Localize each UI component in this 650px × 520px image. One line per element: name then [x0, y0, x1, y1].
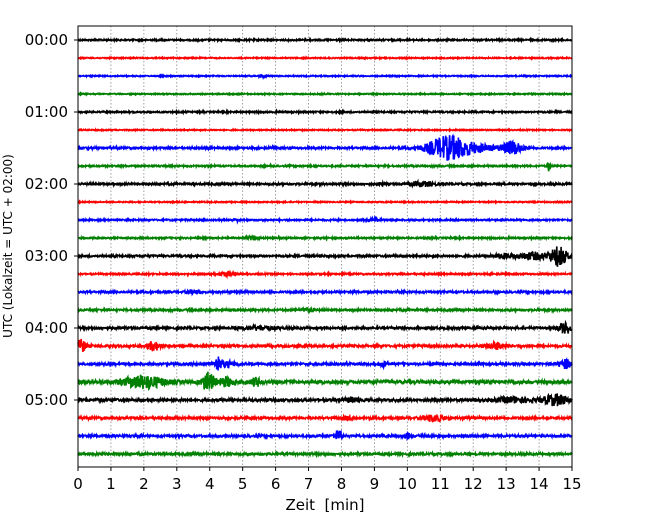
trace-0345 — [77, 305, 573, 315]
x-tick-label: 5 — [238, 475, 248, 493]
trace-0445 — [77, 371, 573, 392]
x-tick-label: 1 — [106, 475, 116, 493]
trace-0300 — [77, 246, 573, 267]
trace-0130 — [77, 133, 573, 161]
x-tick-label: 8 — [337, 475, 347, 493]
trace-0145 — [77, 161, 573, 172]
x-tick-label: 10 — [398, 475, 417, 493]
x-tick-label: 3 — [172, 475, 182, 493]
trace-0415 — [77, 338, 573, 352]
x-axis: 0 1 2 3 4 5 6 7 8 9 10 11 12 13 14 15 — [73, 467, 582, 493]
trace-0230 — [77, 215, 573, 225]
trace-0215 — [77, 199, 573, 205]
x-tick-label: 13 — [497, 475, 516, 493]
trace-0045 — [77, 91, 573, 97]
seismic-traces — [77, 36, 573, 459]
y-tick-label: 01:00 — [25, 103, 68, 121]
x-tick-label: 2 — [139, 475, 149, 493]
y-axis: 00:00 01:00 02:00 03:00 04:00 05:00 — [25, 31, 78, 409]
trace-0315 — [77, 269, 573, 280]
trace-0430 — [77, 356, 573, 371]
y-tick-label: 00:00 — [25, 31, 68, 49]
x-tick-label: 14 — [530, 475, 549, 493]
x-tick-label: 15 — [562, 475, 581, 493]
x-tick-label: 12 — [464, 475, 483, 493]
y-tick-label: 03:00 — [25, 247, 68, 265]
trace-0545 — [77, 449, 573, 459]
x-tick-label: 11 — [431, 475, 450, 493]
y-tick-label: 05:00 — [25, 391, 68, 409]
x-tick-label: 9 — [370, 475, 380, 493]
trace-0530 — [77, 429, 573, 442]
y-tick-label: 02:00 — [25, 175, 68, 193]
x-tick-label: 6 — [271, 475, 281, 493]
trace-0500 — [77, 392, 573, 407]
trace-0515 — [77, 413, 573, 423]
trace-0330 — [77, 288, 573, 297]
plot-frame — [77, 25, 573, 468]
y-tick-label: 04:00 — [25, 319, 68, 337]
trace-0100 — [77, 108, 573, 116]
trace-0115 — [77, 127, 573, 133]
x-tick-label: 7 — [304, 475, 314, 493]
x-tick-label: 0 — [73, 475, 83, 493]
x-axis-label: Zeit [min] — [285, 496, 364, 514]
trace-0000 — [77, 36, 572, 44]
trace-0200 — [77, 178, 573, 189]
trace-0030 — [77, 73, 573, 81]
trace-0400 — [77, 319, 573, 334]
trace-0015 — [77, 55, 573, 61]
trace-0245 — [77, 233, 573, 242]
grid-lines — [110, 26, 540, 467]
x-tick-label: 4 — [205, 475, 215, 493]
y-axis-label: UTC (Lokalzeit = UTC + 02:00) — [1, 154, 15, 338]
